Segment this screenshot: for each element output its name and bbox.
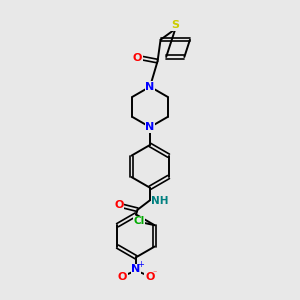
Text: N: N	[146, 82, 154, 92]
Text: NH: NH	[151, 196, 169, 206]
Text: N: N	[146, 122, 154, 132]
Text: N: N	[131, 264, 141, 274]
Text: S: S	[171, 20, 179, 31]
Text: +: +	[137, 260, 144, 269]
Text: ⁻: ⁻	[153, 268, 157, 278]
Text: O: O	[133, 52, 142, 62]
Text: O: O	[114, 200, 124, 210]
Text: Cl: Cl	[134, 216, 145, 226]
Text: O: O	[145, 272, 154, 282]
Text: O: O	[118, 272, 127, 282]
